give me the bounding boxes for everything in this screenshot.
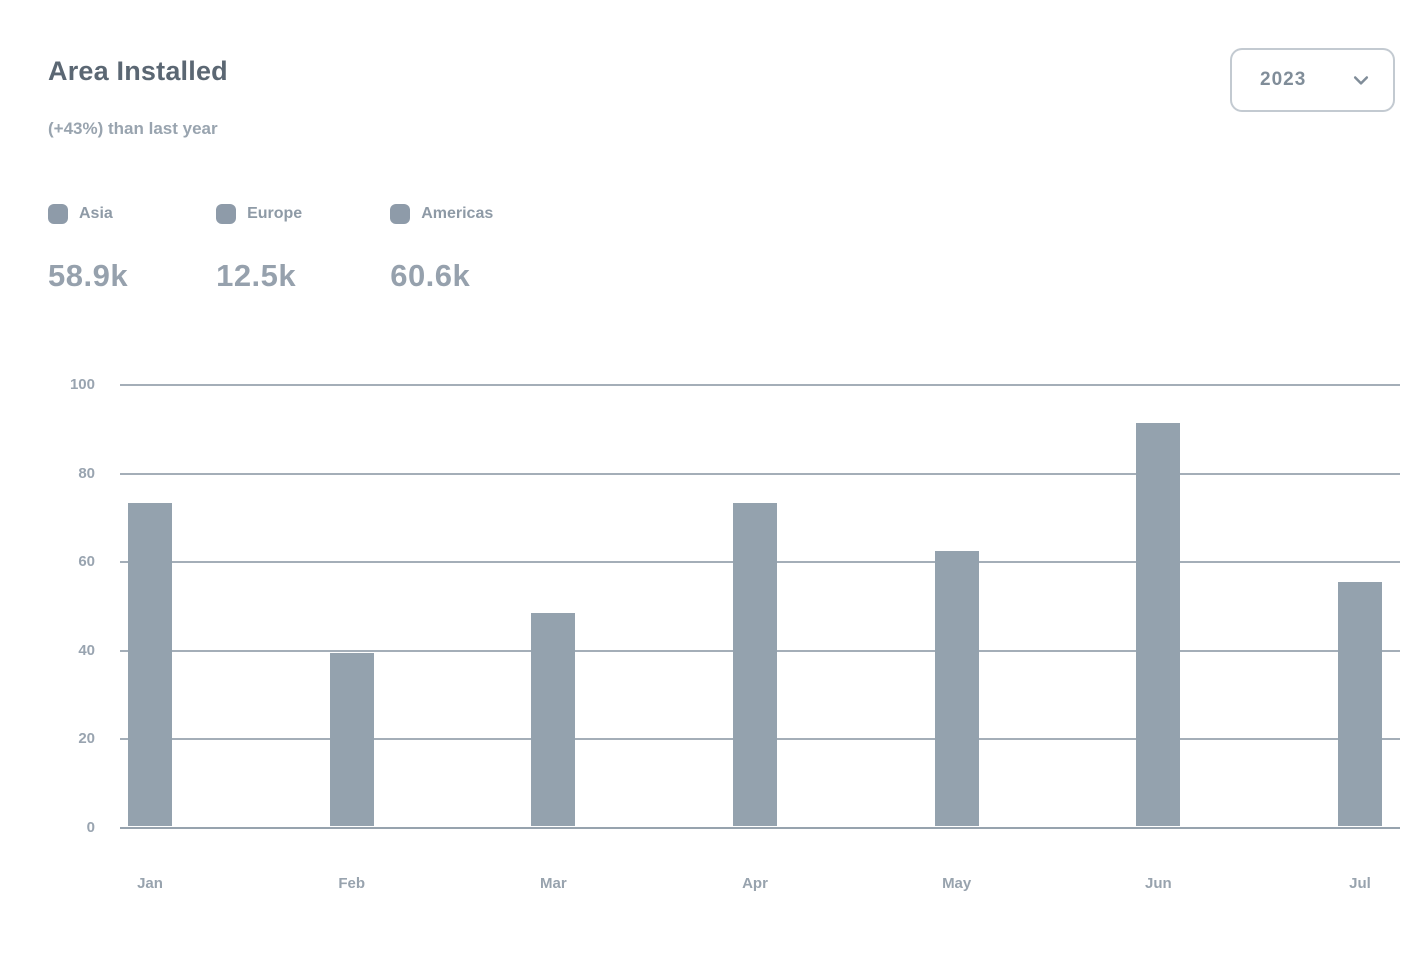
bar-feb[interactable] bbox=[329, 653, 374, 826]
legend-toggle-asia[interactable]: Asia bbox=[48, 204, 128, 224]
legend-value: 12.5k bbox=[216, 258, 297, 293]
x-axis-label: Apr bbox=[742, 875, 768, 892]
y-axis-label: 0 bbox=[86, 819, 95, 836]
year-select[interactable]: 2023 bbox=[1230, 48, 1395, 112]
y-axis-label: 40 bbox=[78, 641, 95, 659]
x-axis-label: Jun bbox=[1144, 875, 1172, 892]
x-axis-label: Feb bbox=[338, 875, 365, 892]
x-axis-label: May bbox=[942, 875, 972, 892]
gridline bbox=[120, 472, 1400, 475]
page-subtitle: (+43%) than last year bbox=[48, 119, 218, 138]
x-axis-label: Jan bbox=[137, 875, 163, 892]
legend-label: Asia bbox=[79, 205, 113, 222]
legend-marker-icon bbox=[390, 204, 411, 224]
x-axis-label: Mar bbox=[539, 875, 567, 892]
bar-apr[interactable] bbox=[733, 502, 777, 826]
legend-value: 58.9k bbox=[48, 258, 129, 293]
legend: Asia 58.9k Europe 12.5k Americas 60.6k bbox=[48, 204, 493, 294]
bar-may[interactable] bbox=[934, 551, 979, 826]
y-axis-label: 60 bbox=[78, 553, 95, 571]
legend-item-asia: Asia 58.9k bbox=[48, 204, 128, 294]
page-title: Area Installed bbox=[48, 56, 228, 86]
bar-jun[interactable] bbox=[1136, 422, 1181, 826]
gridline bbox=[120, 384, 1400, 386]
bar-jul[interactable] bbox=[1338, 582, 1382, 826]
bar-mar[interactable] bbox=[531, 613, 576, 826]
legend-toggle-europe[interactable]: Europe bbox=[216, 204, 302, 224]
y-axis-label: 20 bbox=[78, 730, 95, 748]
legend-value: 60.6k bbox=[390, 258, 471, 293]
chevron-down-icon bbox=[1351, 70, 1371, 90]
bar-chart-plot-area: Jan Feb Mar Apr May Jun Jul bbox=[120, 384, 1400, 892]
x-axis-label: Jul bbox=[1349, 875, 1371, 892]
legend-label: Americas bbox=[421, 205, 494, 222]
bar-jan[interactable] bbox=[128, 502, 172, 826]
legend-marker-icon bbox=[48, 204, 68, 224]
x-axis-line bbox=[120, 827, 1400, 829]
year-select-value: 2023 bbox=[1260, 69, 1307, 90]
legend-marker-icon bbox=[216, 204, 237, 224]
y-axis-labels: 0 20 40 60 80 100 bbox=[0, 376, 95, 836]
y-axis-label: 100 bbox=[69, 376, 95, 393]
legend-item-europe: Europe 12.5k bbox=[216, 204, 302, 294]
legend-toggle-americas[interactable]: Americas bbox=[390, 204, 493, 224]
y-axis-label: 80 bbox=[78, 464, 95, 482]
legend-label: Europe bbox=[247, 205, 303, 222]
legend-item-americas: Americas 60.6k bbox=[390, 204, 493, 294]
